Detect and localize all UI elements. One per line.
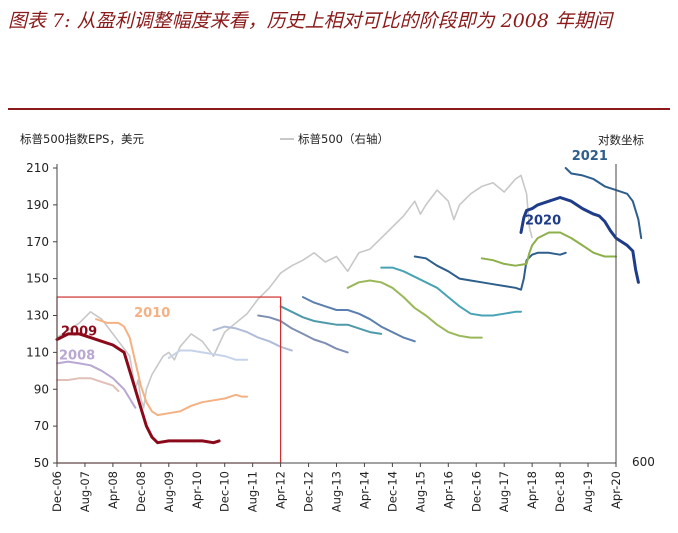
series-label-2008: 2008 xyxy=(59,348,95,363)
y-right-tick: 600 xyxy=(632,455,655,469)
legend-label: 标普500（右轴） xyxy=(298,132,389,146)
eps-series-10 xyxy=(380,266,522,317)
figure-title: 图表 7: 从盈利调整幅度来看，历史上相对可比的阶段即为 2008 年期间 xyxy=(8,10,613,32)
y-left-label: 标普500指数EPS，美元 xyxy=(20,132,144,146)
eps-series-8 xyxy=(302,296,416,343)
x-tick-label: Apr-20 xyxy=(609,471,623,509)
x-tick-label: Apr-16 xyxy=(441,471,455,509)
y-tick-label: 90 xyxy=(34,382,49,396)
eps-series-6 xyxy=(257,314,349,354)
highlight-box-0 xyxy=(56,296,282,464)
series-label-2010: 2010 xyxy=(134,306,170,321)
title-rule xyxy=(8,108,670,110)
x-tick-label: Aug-11 xyxy=(246,471,260,512)
series-label-2020: 2020 xyxy=(525,214,561,229)
eps-series-3 xyxy=(56,377,120,393)
x-tick-label: Dec-10 xyxy=(218,471,232,512)
eps-series-11 xyxy=(413,251,567,291)
eps-series-4 xyxy=(167,349,249,361)
y-tick-label: 130 xyxy=(26,309,49,323)
y-tick-label: 150 xyxy=(26,272,49,286)
x-tick-label: Aug-19 xyxy=(581,471,595,512)
eps-series-9 xyxy=(346,279,483,339)
x-tick-label: Dec-18 xyxy=(553,471,567,512)
y-tick-label: 70 xyxy=(34,419,49,433)
y-tick-label: 110 xyxy=(26,345,49,359)
x-tick-label: Aug-09 xyxy=(162,471,176,512)
y-tick-label: 190 xyxy=(26,198,49,212)
x-tick-label: Aug-15 xyxy=(413,471,427,512)
x-tick-label: Aug-07 xyxy=(78,471,92,512)
eps-series-0 xyxy=(56,360,137,409)
x-tick-label: Aug-17 xyxy=(497,471,511,512)
eps-series-5 xyxy=(212,325,293,352)
x-tick-label: Dec-08 xyxy=(134,471,148,512)
y-right-label: 对数坐标 xyxy=(598,133,644,147)
x-tick-label: Dec-12 xyxy=(302,471,316,512)
y-tick-label: 170 xyxy=(26,235,49,249)
eps-series-12 xyxy=(480,231,617,267)
x-tick-label: Dec-06 xyxy=(50,471,64,512)
x-tick-label: Aug-13 xyxy=(330,471,344,512)
y-tick-label: 210 xyxy=(26,161,49,175)
x-tick-label: Apr-10 xyxy=(190,471,204,509)
eps-series-1 xyxy=(55,332,221,445)
x-tick-label: Dec-16 xyxy=(469,471,483,512)
eps-series-14 xyxy=(564,167,643,240)
series-label-2021: 2021 xyxy=(572,149,608,164)
y-tick-label: 50 xyxy=(34,456,49,470)
x-tick-label: Apr-08 xyxy=(106,471,120,509)
x-tick-label: Apr-14 xyxy=(357,471,371,509)
eps-series-13 xyxy=(519,196,640,284)
x-tick-label: Apr-12 xyxy=(274,471,288,509)
x-tick-label: Apr-18 xyxy=(525,471,539,509)
eps-series-2 xyxy=(95,318,249,417)
series-label-2009: 2009 xyxy=(61,324,97,339)
x-tick-label: Dec-14 xyxy=(385,471,399,512)
eps-series-7 xyxy=(279,305,383,335)
sp500-line xyxy=(56,174,533,409)
